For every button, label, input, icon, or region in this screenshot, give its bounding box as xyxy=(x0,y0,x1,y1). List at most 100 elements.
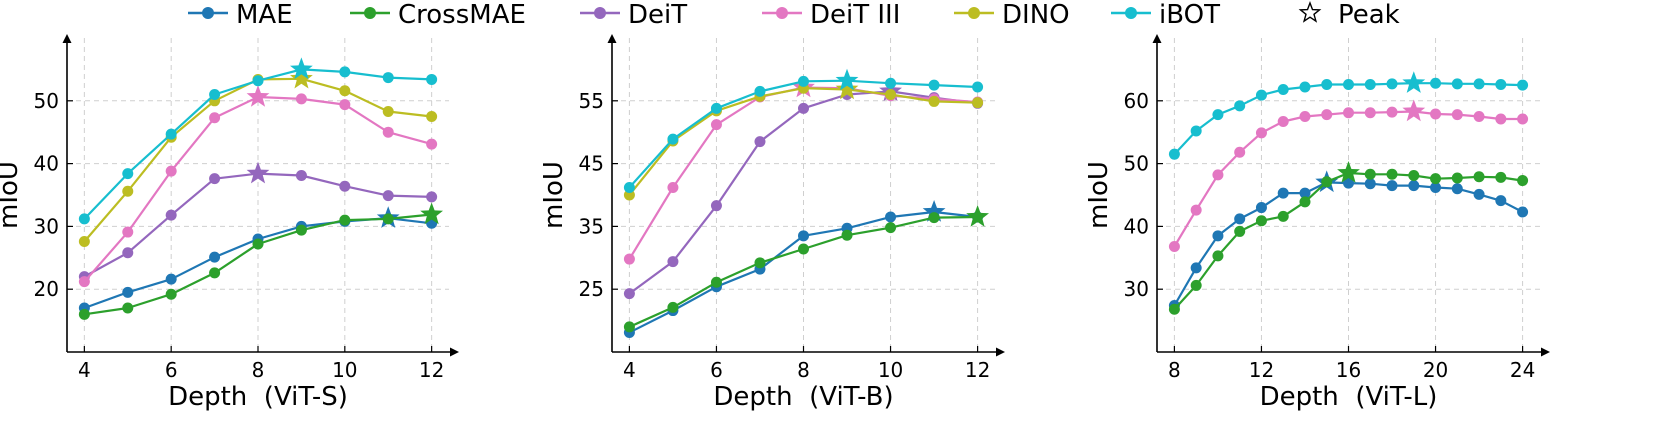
data-point xyxy=(885,222,897,234)
x-tick-label: 8 xyxy=(252,358,265,382)
data-point xyxy=(928,79,940,91)
data-point xyxy=(78,276,90,288)
data-point xyxy=(1495,195,1507,207)
legend-marker xyxy=(776,7,788,19)
legend-item-deit-iii: DeiT III xyxy=(762,0,900,30)
data-point xyxy=(209,89,221,101)
legend-marker xyxy=(968,7,980,19)
series-ibot xyxy=(78,57,438,225)
x-tick-label: 20 xyxy=(1423,358,1448,382)
data-point xyxy=(1212,169,1224,181)
legend-item-dino: DINO xyxy=(954,0,1070,30)
data-point xyxy=(710,119,722,131)
data-point xyxy=(1473,111,1485,122)
x-tick-label: 12 xyxy=(419,358,444,382)
data-point xyxy=(122,286,134,298)
data-point xyxy=(426,191,438,203)
data-point xyxy=(1255,89,1267,101)
data-point xyxy=(382,105,394,117)
series-line xyxy=(83,95,432,283)
data-point xyxy=(339,85,351,97)
data-point xyxy=(1473,188,1485,200)
data-point xyxy=(382,190,394,202)
x-tick-label: 8 xyxy=(797,358,810,382)
data-point xyxy=(1234,213,1246,225)
data-point xyxy=(165,128,177,140)
data-point xyxy=(1255,202,1267,214)
data-point xyxy=(1408,180,1420,192)
peak-star-marker xyxy=(922,200,946,222)
x-axis-label: Depth (ViT-S) xyxy=(168,382,348,412)
data-point xyxy=(122,226,134,238)
data-point xyxy=(1430,108,1442,120)
series-deit xyxy=(78,161,438,283)
data-point xyxy=(295,170,307,182)
peak-star-marker xyxy=(1402,99,1426,122)
data-point xyxy=(1277,116,1289,128)
series-ibot xyxy=(1168,71,1529,160)
legend-item-mae: MAE xyxy=(188,0,293,30)
data-point xyxy=(122,302,134,314)
data-point xyxy=(122,247,134,259)
legend-item-peak: Peak xyxy=(1298,0,1400,30)
y-tick-label: 20 xyxy=(34,277,59,301)
data-point xyxy=(754,85,766,97)
data-point xyxy=(1430,77,1442,89)
x-tick-label: 16 xyxy=(1336,358,1361,382)
data-point xyxy=(710,102,722,114)
data-point xyxy=(667,256,679,268)
data-point xyxy=(754,136,766,148)
data-point xyxy=(78,308,90,320)
chart-panel-3: 8 12 16 20 24 30 40 50 60 Depth (ViT-L) mIoU xyxy=(1084,34,1550,412)
x-axis-label: Depth (ViT-B) xyxy=(713,382,893,412)
data-point xyxy=(667,133,679,145)
series-deit-iii xyxy=(1168,99,1529,252)
data-point xyxy=(885,77,897,89)
x-tick-label: 4 xyxy=(78,358,91,382)
data-point xyxy=(165,273,177,285)
data-point xyxy=(1277,187,1289,199)
x-axis-arrow xyxy=(1541,347,1550,357)
data-point xyxy=(1517,79,1529,91)
data-point xyxy=(667,301,679,313)
data-point xyxy=(1234,100,1246,112)
peak-star-marker xyxy=(966,205,989,227)
data-point xyxy=(426,73,438,85)
data-point xyxy=(252,75,264,87)
legend-marker xyxy=(202,7,214,19)
data-point xyxy=(1255,215,1267,227)
peak-star-marker xyxy=(246,161,270,184)
legend-label: MAE xyxy=(236,0,293,30)
peak-star-marker xyxy=(290,66,313,89)
y-tick-label: 35 xyxy=(579,214,604,238)
y-tick-label: 40 xyxy=(1124,214,1149,238)
data-point xyxy=(426,111,438,122)
data-point xyxy=(209,267,221,279)
data-point xyxy=(623,181,635,193)
x-axis-label: Depth (ViT-L) xyxy=(1260,382,1438,412)
data-point xyxy=(165,288,177,300)
x-tick-label: 8 xyxy=(1168,358,1181,382)
legend-label: iBOT xyxy=(1159,0,1220,30)
data-point xyxy=(1321,176,1333,188)
data-point xyxy=(1299,81,1311,93)
data-point xyxy=(382,126,394,138)
data-point xyxy=(710,276,722,288)
series-line xyxy=(83,172,432,278)
x-tick-label: 10 xyxy=(878,358,903,382)
data-point xyxy=(1430,173,1442,185)
y-tick-label: 30 xyxy=(1124,277,1149,301)
data-point xyxy=(1364,107,1376,119)
legend-item-deit: DeiT xyxy=(580,0,687,30)
data-point xyxy=(1364,78,1376,90)
data-point xyxy=(1495,171,1507,183)
data-point xyxy=(885,211,897,223)
peak-star-marker xyxy=(420,202,443,225)
data-point xyxy=(623,321,635,333)
data-point xyxy=(1343,107,1354,119)
data-point xyxy=(1430,181,1442,193)
x-tick-label: 10 xyxy=(332,358,357,382)
data-point xyxy=(339,66,351,78)
y-axis-label: mIoU xyxy=(1084,161,1114,229)
data-point xyxy=(1299,111,1311,122)
